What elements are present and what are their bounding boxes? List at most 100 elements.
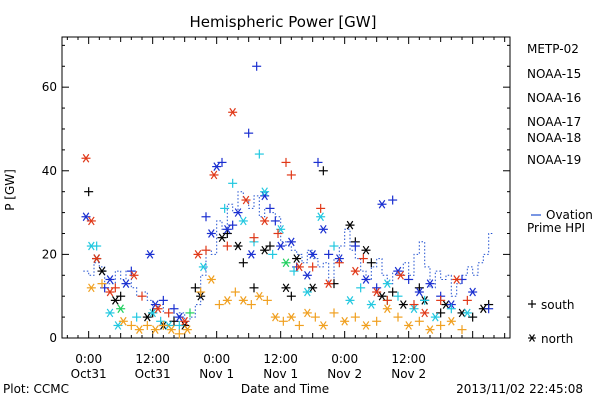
noaa-18-north-point	[404, 321, 414, 330]
noaa-18-south-point	[436, 320, 446, 330]
legend-item-noaa-17: NOAA-17	[527, 115, 581, 129]
noaa-18-north-point	[340, 316, 350, 326]
noaa-15-north-point	[81, 212, 91, 222]
noaa-16-north-point	[302, 287, 312, 297]
noaa-19-north-point	[129, 270, 139, 280]
noaa-16-north-point	[345, 296, 355, 305]
noaa-15-north-point	[233, 208, 243, 217]
noaa-15-north-point	[361, 275, 371, 284]
metp-02-south-point	[436, 308, 446, 318]
noaa-19-south-point	[110, 283, 120, 293]
legend-north: north	[541, 332, 573, 346]
noaa-15-north-point	[318, 224, 328, 234]
footer-timestamp: 2013/11/02 22:45:08	[456, 382, 583, 396]
noaa-18-south-point	[393, 312, 403, 322]
metp-02-south-point	[238, 258, 248, 268]
metp-02-south-point	[318, 166, 328, 176]
noaa-15-south-point	[484, 304, 494, 314]
noaa-16-north-point	[105, 308, 115, 318]
noaa-16-south-point	[92, 241, 102, 251]
metp-02-south-point	[190, 283, 200, 293]
legend-ovation-line2: Prime HPI	[527, 221, 585, 235]
noaa-17-south-point	[185, 308, 195, 318]
y-axis-label: P [GW]	[3, 169, 17, 211]
y-tick-label: 60	[42, 80, 57, 94]
noaa-18-north-point	[302, 308, 312, 318]
legend-item-noaa-19: NOAA-19	[527, 153, 581, 167]
noaa-19-south-point	[286, 170, 296, 180]
noaa-15-south-point	[350, 241, 360, 251]
noaa-15-south-point	[372, 283, 382, 293]
noaa-18-north-point	[446, 316, 456, 326]
noaa-15-north-point	[174, 312, 184, 322]
noaa-15-north-point	[212, 162, 222, 171]
x-tick-date-label: Nov 1	[199, 367, 234, 381]
metp-02-north-point	[377, 291, 387, 301]
metp-02-south-point	[388, 287, 398, 297]
noaa-16-south-point	[228, 178, 238, 188]
noaa-19-south-point	[334, 258, 344, 268]
metp-02-south-point	[249, 283, 259, 293]
noaa-15-north-point	[414, 287, 424, 297]
legend-item-noaa-16: NOAA-16	[527, 91, 581, 105]
noaa-18-south-point	[294, 320, 304, 330]
noaa-18-north-point	[286, 312, 296, 322]
noaa-19-north-point	[452, 275, 462, 284]
metp-02-south-point	[468, 312, 478, 322]
noaa-19-north-point	[81, 153, 91, 163]
metp-02-south-point	[222, 228, 232, 238]
noaa-15-south-point	[265, 203, 275, 213]
noaa-15-south-point	[201, 212, 211, 222]
noaa-18-south-point	[310, 312, 320, 322]
noaa-19-south-point	[281, 157, 291, 167]
noaa-19-north-point	[241, 195, 251, 205]
noaa-19-north-point	[92, 254, 102, 263]
noaa-19-south-point	[316, 203, 326, 213]
noaa-19-north-point	[420, 308, 430, 318]
noaa-18-north-point	[182, 325, 192, 334]
metp-02-south-point	[116, 291, 126, 301]
noaa-15-south-point	[388, 195, 398, 205]
noaa-19-south-point	[164, 308, 174, 318]
noaa-19-south-point	[436, 295, 446, 305]
x-tick-time-label: 12:00	[263, 352, 298, 366]
metp-02-north-point	[233, 241, 243, 251]
ovation-step-path	[83, 191, 494, 322]
noaa-16-north-point	[113, 321, 123, 330]
metp-02-north-point	[345, 220, 355, 230]
noaa-19-north-point	[260, 216, 270, 226]
noaa-19-south-point	[358, 254, 368, 264]
noaa-18-south-point	[214, 300, 224, 310]
noaa-15-south-point	[228, 220, 238, 230]
legend-plus-marker	[528, 300, 536, 308]
noaa-16-north-point	[316, 212, 326, 222]
noaa-19-north-point	[153, 304, 163, 314]
noaa-16-south-point	[446, 304, 456, 314]
noaa-18-south-point	[97, 279, 107, 289]
noaa-15-north-point	[222, 224, 232, 234]
legend-item-metp-02: METP-02	[527, 42, 579, 56]
noaa-16-south-point	[132, 312, 142, 322]
noaa-18-south-point	[230, 287, 240, 297]
legend-ovation-line1: Ovation	[546, 208, 593, 222]
noaa-16-south-point	[254, 149, 264, 159]
noaa-18-north-point	[222, 296, 232, 305]
noaa-19-north-point	[324, 279, 334, 288]
noaa-18-south-point	[246, 300, 256, 310]
noaa-18-south-point	[350, 312, 360, 322]
noaa-19-north-point	[193, 250, 203, 259]
noaa-19-south-point	[462, 295, 472, 305]
metp-02-north-point	[217, 233, 227, 243]
noaa-16-north-point	[238, 216, 248, 226]
noaa-15-north-point	[425, 279, 435, 288]
noaa-18-south-point	[262, 295, 272, 305]
noaa-18-south-point	[158, 320, 168, 330]
noaa-18-south-point	[372, 316, 382, 326]
metp-02-north-point	[142, 312, 152, 322]
noaa-15-south-point	[217, 157, 227, 167]
noaa-18-north-point	[270, 312, 280, 322]
noaa-19-north-point	[350, 266, 360, 276]
metp-02-north-point	[398, 300, 408, 309]
noaa-19-north-point	[180, 316, 190, 326]
noaa-18-north-point	[425, 325, 435, 334]
